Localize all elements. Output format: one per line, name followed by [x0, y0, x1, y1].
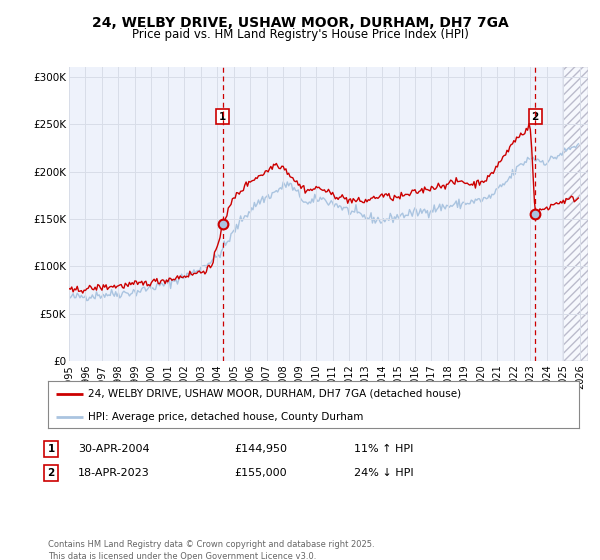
Text: Contains HM Land Registry data © Crown copyright and database right 2025.
This d: Contains HM Land Registry data © Crown c…: [48, 540, 374, 560]
Text: 2: 2: [47, 468, 55, 478]
Text: 1: 1: [219, 111, 226, 122]
Text: 18-APR-2023: 18-APR-2023: [78, 468, 150, 478]
Text: 11% ↑ HPI: 11% ↑ HPI: [354, 444, 413, 454]
Text: 24% ↓ HPI: 24% ↓ HPI: [354, 468, 413, 478]
Text: HPI: Average price, detached house, County Durham: HPI: Average price, detached house, Coun…: [88, 412, 363, 422]
Text: £155,000: £155,000: [234, 468, 287, 478]
Text: 30-APR-2004: 30-APR-2004: [78, 444, 149, 454]
Text: 2: 2: [532, 111, 539, 122]
Text: 1: 1: [47, 444, 55, 454]
Text: Price paid vs. HM Land Registry's House Price Index (HPI): Price paid vs. HM Land Registry's House …: [131, 28, 469, 41]
Text: £144,950: £144,950: [234, 444, 287, 454]
Text: 24, WELBY DRIVE, USHAW MOOR, DURHAM, DH7 7GA: 24, WELBY DRIVE, USHAW MOOR, DURHAM, DH7…: [92, 16, 508, 30]
Text: 24, WELBY DRIVE, USHAW MOOR, DURHAM, DH7 7GA (detached house): 24, WELBY DRIVE, USHAW MOOR, DURHAM, DH7…: [88, 389, 461, 399]
